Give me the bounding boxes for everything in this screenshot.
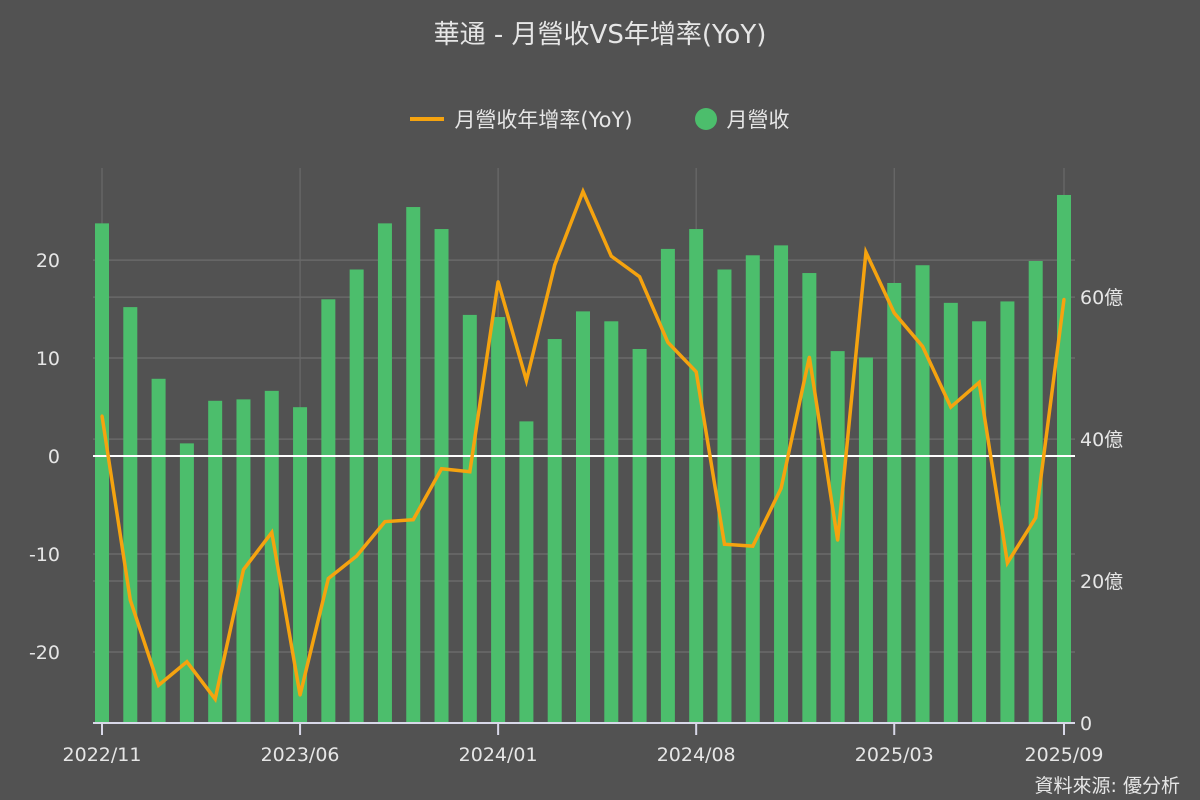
revenue-bar (123, 307, 138, 723)
yoy-point (128, 598, 132, 602)
right-tick-label: 60億 (1080, 287, 1123, 309)
x-tick-label: 2024/01 (459, 744, 538, 766)
legend-item-revenue[interactable]: 月營收 (694, 104, 790, 134)
yoy-point (722, 542, 726, 546)
yoy-point (355, 554, 359, 558)
revenue-bar (576, 311, 590, 723)
revenue-bar (972, 321, 987, 723)
yoy-point (977, 381, 981, 385)
yoy-point (524, 379, 528, 383)
revenue-bar (604, 321, 619, 723)
yoy-point (1034, 516, 1038, 520)
revenue-bar (264, 390, 279, 723)
yoy-point (779, 486, 783, 490)
legend-item-yoy[interactable]: 月營收年增率(YoY) (410, 104, 633, 134)
yoy-point (440, 467, 444, 471)
x-tick-label: 2023/06 (261, 744, 340, 766)
yoy-point (949, 405, 953, 409)
revenue-bar (1000, 301, 1015, 723)
yoy-point (694, 370, 698, 374)
x-tick-label: 2022/11 (63, 744, 142, 766)
yoy-point (666, 340, 670, 344)
yoy-point (241, 568, 245, 572)
revenue-bar (179, 443, 194, 723)
x-tick-label: 2025/09 (1025, 744, 1104, 766)
yoy-point (751, 544, 755, 548)
yoy-point (638, 275, 642, 279)
legend: 月營收年增率(YoY) 月營收 (0, 104, 1200, 134)
right-tick-label: 20億 (1080, 571, 1123, 593)
revenue-bar (208, 400, 223, 723)
yoy-point (836, 538, 840, 542)
legend-label-yoy: 月營收年增率(YoY) (454, 108, 633, 132)
yoy-point (411, 518, 415, 522)
revenue-bar (745, 255, 760, 723)
yoy-point (1005, 561, 1009, 565)
yoy-point (496, 280, 500, 284)
revenue-bar (519, 421, 534, 723)
revenue-bar (689, 229, 704, 723)
revenue-bar (406, 207, 421, 723)
yoy-point (553, 263, 557, 267)
left-tick-label: 10 (36, 348, 60, 370)
x-tick-label: 2025/03 (855, 744, 934, 766)
revenue-bar (1057, 194, 1071, 724)
left-tick-label: -10 (29, 544, 60, 566)
revenue-bar (151, 378, 166, 723)
revenue-bar (95, 223, 109, 723)
yoy-point (326, 576, 330, 580)
revenue-bar (349, 269, 364, 723)
yoy-point (100, 414, 104, 418)
left-tick-label: 0 (48, 446, 60, 468)
revenue-bar (887, 282, 902, 723)
revenue-bar (236, 399, 251, 723)
yoy-point (1062, 297, 1066, 301)
revenue-bar (858, 357, 873, 723)
yoy-point (213, 697, 217, 701)
revenue-bar (660, 248, 675, 723)
yoy-point (609, 254, 613, 258)
yoy-point (921, 344, 925, 348)
revenue-bar (434, 229, 449, 723)
left-tick-label: 20 (36, 250, 60, 272)
yoy-point (468, 470, 472, 474)
revenue-bar (491, 317, 506, 723)
revenue-bar (377, 223, 392, 723)
x-tick-label: 2024/08 (657, 744, 736, 766)
source-note: 資料來源: 優分析 (1034, 775, 1180, 797)
revenue-bar (321, 299, 336, 723)
chart-title: 華通 - 月營收VS年增率(YoY) (433, 20, 767, 50)
circle-swatch-icon (694, 108, 717, 130)
revenue-bar (717, 269, 732, 723)
yoy-point (270, 530, 274, 534)
right-tick-label: 0 (1080, 713, 1092, 735)
revenue-bar (462, 314, 477, 723)
yoy-point (185, 660, 189, 664)
yoy-point (157, 683, 161, 687)
revenue-bar (915, 265, 930, 723)
revenue-bar (632, 348, 647, 723)
revenue-bar (943, 302, 958, 723)
right-tick-label: 40億 (1080, 429, 1123, 451)
revenue-bar (1028, 260, 1043, 723)
revenue-bar (293, 407, 308, 723)
revenue-bar (802, 273, 817, 723)
yoy-point (383, 520, 387, 524)
yoy-point (581, 190, 585, 194)
line-swatch-icon (410, 117, 445, 121)
revenue-bar (547, 339, 562, 723)
yoy-point (892, 311, 896, 315)
yoy-point (298, 693, 302, 697)
yoy-point (864, 250, 868, 254)
yoy-point (807, 355, 811, 359)
left-tick-label: -20 (29, 642, 60, 664)
legend-label-revenue: 月營收 (726, 108, 790, 132)
